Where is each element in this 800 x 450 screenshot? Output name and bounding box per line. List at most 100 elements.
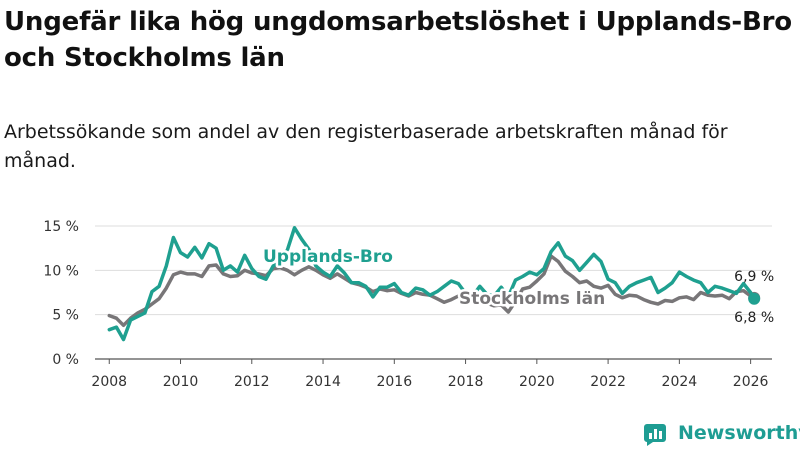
data-point-stockholms-l-n <box>193 272 197 276</box>
data-point-stockholms-l-n <box>449 298 453 301</box>
data-point-stockholms-l-n <box>727 297 731 301</box>
data-point-stockholms-l-n <box>506 310 510 314</box>
x-tick-label: 2022 <box>590 374 626 390</box>
data-point-stockholms-l-n <box>556 260 560 263</box>
data-point-stockholms-l-n <box>314 268 318 272</box>
data-point-stockholms-l-n <box>250 271 254 275</box>
data-point-stockholms-l-n <box>620 296 624 300</box>
data-point-upplands-bro <box>129 318 133 322</box>
data-point-upplands-bro <box>428 293 432 297</box>
data-point-stockholms-l-n <box>499 303 503 307</box>
data-point-stockholms-l-n <box>699 291 703 294</box>
y-tick-label: 5 % <box>52 308 79 324</box>
data-point-upplands-bro <box>107 328 111 332</box>
data-point-upplands-bro <box>578 268 581 272</box>
data-point-stockholms-l-n <box>107 314 111 317</box>
data-point-upplands-bro <box>236 270 239 274</box>
data-point-upplands-bro <box>506 295 510 299</box>
series-label-upplands-bro: Upplands-Bro <box>263 247 393 267</box>
data-point-stockholms-l-n <box>649 300 653 304</box>
data-point-stockholms-l-n <box>414 291 418 294</box>
data-point-upplands-bro <box>343 271 346 275</box>
data-point-stockholms-l-n <box>514 300 517 303</box>
data-point-upplands-bro <box>257 275 261 278</box>
data-point-upplands-bro <box>678 270 681 274</box>
data-point-stockholms-l-n <box>613 292 617 296</box>
data-point-stockholms-l-n <box>243 268 247 272</box>
series-lines <box>107 226 761 342</box>
data-point-upplands-bro <box>164 264 168 268</box>
data-point-upplands-bro <box>364 284 368 288</box>
data-point-stockholms-l-n <box>571 275 574 278</box>
data-point-upplands-bro <box>200 256 204 260</box>
data-point-stockholms-l-n <box>670 300 674 303</box>
data-point-upplands-bro <box>357 281 361 285</box>
data-point-upplands-bro <box>642 278 646 282</box>
data-point-stockholms-l-n <box>335 272 339 276</box>
data-point-upplands-bro <box>407 293 410 297</box>
x-tick-label: 2020 <box>519 374 555 390</box>
y-tick-label: 15 % <box>43 219 79 235</box>
data-point-stockholms-l-n <box>606 284 610 287</box>
data-point-upplands-bro <box>421 288 425 292</box>
data-point-upplands-bro <box>563 254 567 258</box>
data-point-upplands-bro <box>221 268 225 272</box>
data-point-stockholms-l-n <box>599 286 603 290</box>
data-point-stockholms-l-n <box>164 286 168 290</box>
data-point-upplands-bro <box>371 295 375 299</box>
data-point-stockholms-l-n <box>343 276 346 280</box>
data-point-upplands-bro <box>435 290 439 293</box>
data-point-upplands-bro <box>499 285 503 289</box>
data-point-upplands-bro <box>115 325 118 329</box>
data-point-upplands-bro <box>293 226 296 230</box>
data-point-stockholms-l-n <box>179 270 182 274</box>
data-point-stockholms-l-n <box>385 289 389 293</box>
data-point-upplands-bro <box>685 275 688 278</box>
data-point-upplands-bro <box>649 276 653 279</box>
data-point-upplands-bro <box>193 245 197 249</box>
data-point-upplands-bro <box>535 273 539 277</box>
data-point-stockholms-l-n <box>286 268 289 272</box>
data-point-upplands-bro <box>556 241 560 245</box>
data-point-upplands-bro <box>286 248 289 252</box>
data-point-stockholms-l-n <box>278 266 282 270</box>
data-point-upplands-bro <box>656 291 660 294</box>
data-point-upplands-bro <box>478 284 482 288</box>
data-point-upplands-bro <box>606 277 610 281</box>
data-point-upplands-bro <box>713 284 717 288</box>
data-point-stockholms-l-n <box>172 273 175 277</box>
data-point-stockholms-l-n <box>307 265 311 269</box>
data-point-stockholms-l-n <box>186 272 190 276</box>
data-point-upplands-bro <box>400 291 403 294</box>
data-point-upplands-bro <box>414 286 418 290</box>
data-point-upplands-bro <box>172 236 175 239</box>
data-point-stockholms-l-n <box>229 275 232 278</box>
data-point-upplands-bro <box>229 264 232 268</box>
data-point-upplands-bro <box>214 246 218 250</box>
data-point-upplands-bro <box>720 286 724 290</box>
data-point-stockholms-l-n <box>150 302 154 306</box>
data-point-upplands-bro <box>620 292 624 295</box>
data-point-stockholms-l-n <box>692 298 695 301</box>
data-point-upplands-bro <box>442 284 446 288</box>
end-point-upplands-bro <box>748 292 761 305</box>
data-point-stockholms-l-n <box>628 293 631 297</box>
data-point-upplands-bro <box>350 281 353 285</box>
data-point-stockholms-l-n <box>214 263 218 267</box>
data-point-upplands-bro <box>749 291 752 294</box>
data-point-stockholms-l-n <box>742 289 745 293</box>
data-point-upplands-bro <box>727 289 731 293</box>
data-point-upplands-bro <box>321 270 325 274</box>
data-point-upplands-bro <box>464 292 467 295</box>
data-point-upplands-bro <box>599 260 603 263</box>
data-point-upplands-bro <box>692 278 695 282</box>
data-point-upplands-bro <box>314 264 318 268</box>
x-tick-label: 2010 <box>163 374 199 390</box>
data-point-upplands-bro <box>278 261 282 264</box>
data-point-upplands-bro <box>264 277 268 281</box>
data-point-stockholms-l-n <box>471 300 475 303</box>
data-point-upplands-bro <box>207 242 211 246</box>
series-line-upplands-bro <box>107 226 756 342</box>
brand-name: Newsworthy <box>678 422 800 444</box>
x-tick-label: 2014 <box>305 374 341 390</box>
